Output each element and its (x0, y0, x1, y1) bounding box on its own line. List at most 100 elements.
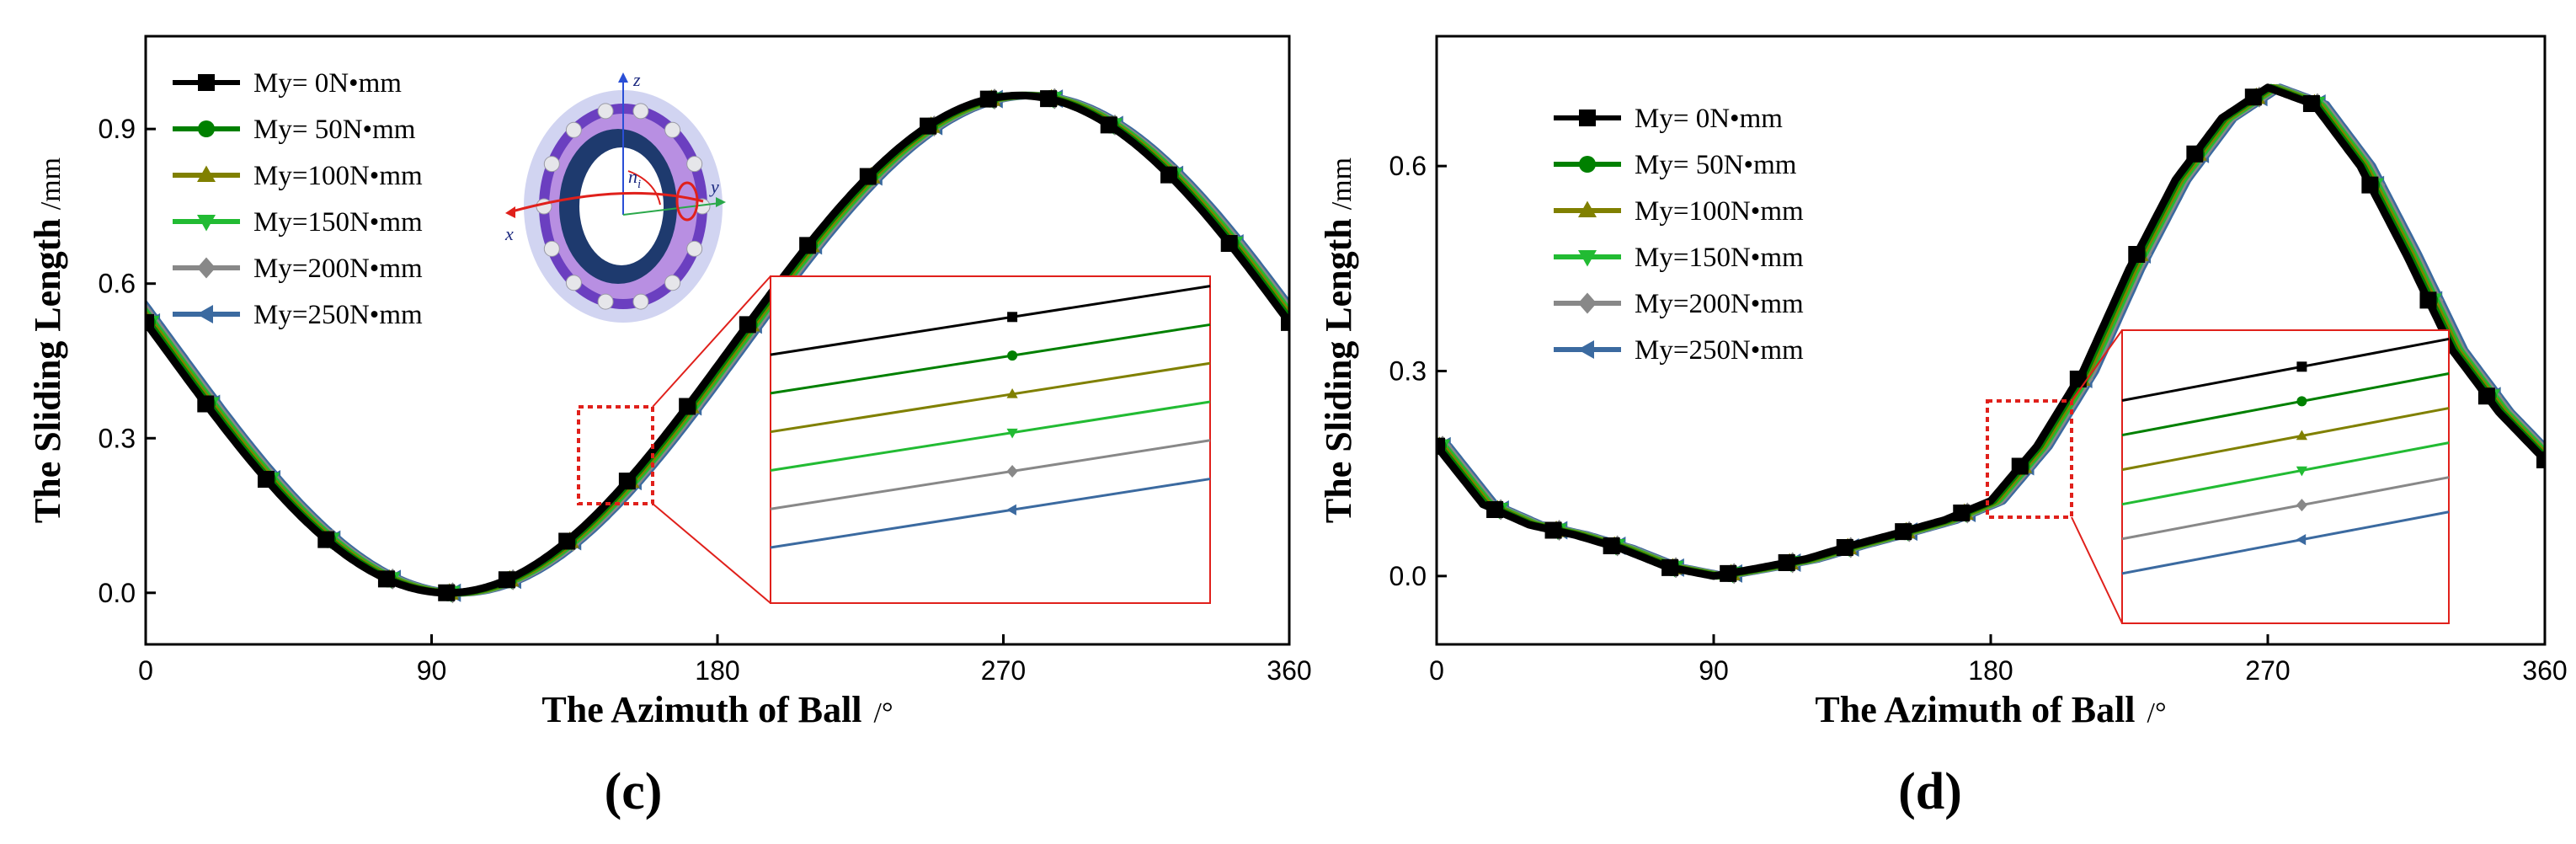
data-point (2069, 371, 2087, 388)
data-point (197, 395, 215, 413)
data-point (2536, 451, 2545, 468)
y-axis-arrow (622, 202, 721, 216)
data-point (1100, 116, 1117, 134)
speed-symbol: n (628, 166, 637, 187)
data-point (920, 117, 937, 135)
data-point (257, 470, 275, 488)
z-axis-label: z (632, 69, 641, 90)
bearing-ball (632, 293, 649, 310)
x-axis-letter: x (504, 223, 514, 244)
data-point (2361, 176, 2379, 194)
legend-marker (198, 74, 215, 91)
bearing-ball (686, 156, 703, 173)
x-axis-unit: /° (874, 697, 893, 729)
inset-marker (1007, 350, 1018, 361)
x-tick-label: 270 (2245, 655, 2290, 686)
legend-marker (198, 120, 215, 137)
x-tick-label: 90 (417, 655, 447, 686)
data-point (679, 398, 696, 415)
inset-box (2121, 329, 2450, 624)
legend-marker (1577, 340, 1594, 359)
data-point (2128, 245, 2146, 263)
y-axis-unit: /mm (35, 158, 67, 210)
data-point (1544, 521, 1562, 539)
moment-loop (675, 181, 699, 222)
inset-marker (1006, 387, 1018, 398)
x-tick-label: 360 (1267, 655, 1311, 686)
y-arrowhead (716, 197, 726, 207)
data-point (1040, 90, 1058, 108)
zoom-connector (2071, 516, 2123, 624)
inset-series-line (770, 400, 1211, 472)
data-point (1895, 523, 1912, 541)
x-axis-title: The Azimuth of Ball /° (1815, 689, 2166, 730)
bearing-illustration: z y x ni (504, 69, 726, 323)
legend-label: My= 50N•mm (1635, 150, 1797, 180)
y-tick-label: 0.6 (1389, 151, 1427, 181)
x-axis-label: The Azimuth of Ball (541, 689, 861, 730)
series-lines (146, 88, 1289, 604)
legend: My= 0N•mm My= 50N•mm My=100N•mm My=150N•mm M… (1554, 104, 1804, 366)
data-point (1661, 558, 1679, 576)
zoom-connector (2071, 329, 2123, 402)
legend-label: My=250N•mm (253, 300, 423, 330)
y-axis-title: The Sliding Length/mm (27, 158, 68, 523)
x-tick-label: 360 (2522, 655, 2567, 686)
inset-series-line (2121, 407, 2450, 472)
x-axis-title: The Azimuth of Ball /° (541, 689, 893, 730)
y-tick-label: 0.0 (99, 578, 136, 608)
panel-label: (c) (605, 763, 663, 820)
data-point (317, 531, 335, 548)
data-point (1486, 501, 1504, 519)
legend-marker (1578, 200, 1597, 217)
bearing-ball (543, 156, 560, 173)
data-point (498, 571, 515, 589)
legend-marker (1578, 292, 1597, 314)
bearing-ball (536, 198, 552, 215)
zoom-connector (652, 275, 771, 408)
y-tick-label: 0.0 (1389, 561, 1427, 591)
bearing-ball (565, 275, 582, 291)
inset-series-line (2121, 510, 2450, 575)
data-point (859, 168, 877, 185)
y-tick-label: 0.3 (1389, 356, 1427, 387)
bearing-ball (597, 103, 614, 120)
panel-label: (d) (1898, 763, 1962, 820)
data-point (1836, 538, 1853, 556)
bearing-ball (565, 121, 582, 138)
data-point (1953, 505, 1971, 522)
data-point (2186, 145, 2204, 163)
inset-series-line (770, 361, 1211, 434)
inset-series-line (2121, 476, 2450, 541)
bearing-ball (632, 103, 649, 120)
inset-series-line (2121, 337, 2450, 402)
legend-marker (197, 215, 216, 232)
z-arrowhead (618, 72, 628, 83)
speed-subscript: i (637, 178, 641, 191)
y-axis-unit: /mm (1326, 158, 1357, 210)
x-tick-label: 180 (695, 655, 739, 686)
inset-marker (1006, 428, 1018, 439)
data-point (1720, 564, 1737, 582)
series-lines (1437, 83, 2545, 585)
bearing-ball (597, 293, 614, 310)
inset-lines (770, 285, 1211, 549)
data-point (146, 313, 154, 331)
x-axis-label: The Azimuth of Ball (1815, 689, 2135, 730)
x-tick-label: 90 (1699, 655, 1729, 686)
legend: My= 0N•mm My= 50N•mm My=100N•mm My=150N•mm M… (173, 68, 423, 330)
y-axis-letter: y (709, 176, 719, 197)
legend-marker (1578, 250, 1597, 267)
inset-series-line (770, 439, 1211, 510)
inset-box (770, 275, 1211, 604)
legend-marker (196, 305, 213, 323)
y-tick-label: 0.3 (99, 423, 136, 453)
data-point (1281, 313, 1289, 331)
x-arrowhead (505, 206, 515, 218)
legend-label: My=150N•mm (1635, 243, 1804, 273)
legend-label: My= 0N•mm (1635, 104, 1783, 134)
zoom-connector (652, 503, 771, 604)
data-point (2011, 457, 2029, 475)
data-point (1778, 554, 1795, 572)
bearing-bore (579, 147, 664, 265)
